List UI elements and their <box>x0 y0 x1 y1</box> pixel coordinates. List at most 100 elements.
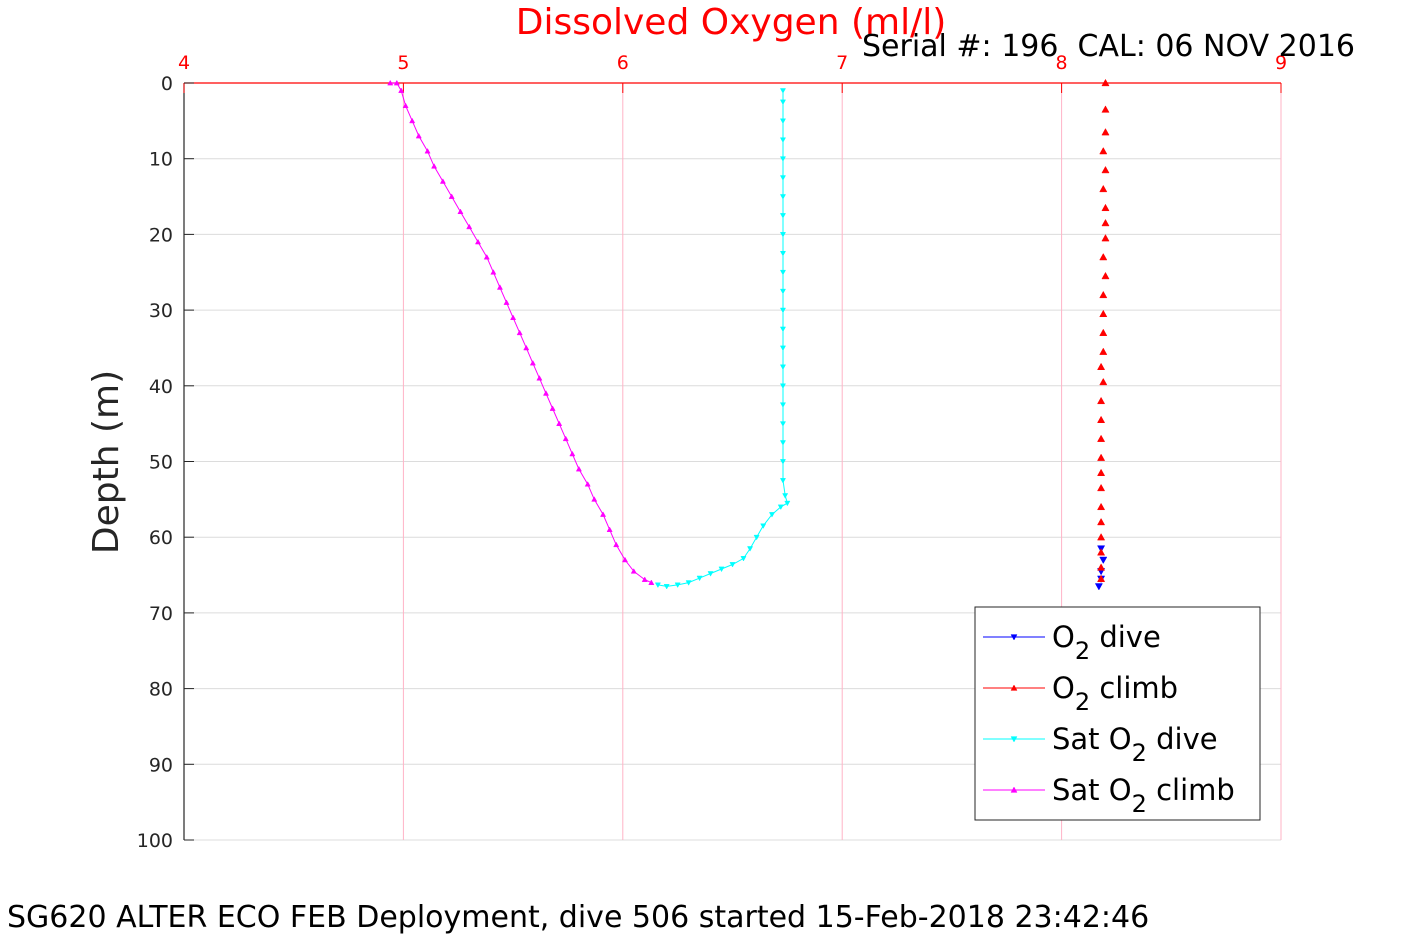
o2_dive-point-4 <box>1094 583 1103 591</box>
sat_climb-point-26 <box>569 450 576 457</box>
o2_climb-point-24 <box>1097 517 1106 526</box>
sat_climb-point-4 <box>409 117 416 124</box>
y-tick-label-4: 40 <box>149 376 173 398</box>
legend-marker-sat_dive <box>1010 736 1018 743</box>
legend-label-o2_dive: O2 dive <box>1052 620 1161 665</box>
o2_climb-point-15 <box>1097 362 1106 371</box>
sat_dive-point-4 <box>779 156 786 162</box>
legend-label-o2_climb: O2 climb <box>1052 671 1178 716</box>
sat_dive-line <box>657 90 788 587</box>
sat_climb-point-20 <box>529 359 536 366</box>
y-tick-label-3: 30 <box>149 300 173 322</box>
sat_dive-point-7 <box>779 213 786 219</box>
series-sat_climb <box>387 79 655 585</box>
x-tick-label-0: 4 <box>178 52 190 74</box>
legend-item-o2_climb: O2 climb <box>983 671 1178 716</box>
sat_climb-point-28 <box>584 481 591 487</box>
sat_climb-point-12 <box>474 238 482 245</box>
y-tick-label-6: 60 <box>149 527 173 549</box>
footer-caption: SG620 ALTER ECO FEB Deployment, dive 506… <box>7 900 1149 935</box>
y-axis-label: Depth (m) <box>86 370 127 554</box>
plot-area <box>387 78 1110 591</box>
x-tick-label-3: 7 <box>836 52 848 74</box>
sat_climb-point-13 <box>483 253 490 260</box>
legend-box <box>974 606 1261 821</box>
o2_climb-point-27 <box>1097 563 1106 571</box>
sat_dive-point-32 <box>707 571 714 577</box>
sat_dive-point-1 <box>779 99 786 106</box>
o2_climb-point-9 <box>1099 252 1108 261</box>
sat_climb-point-1 <box>393 79 400 86</box>
o2_climb-point-1 <box>1101 105 1110 113</box>
sat_climb-point-35 <box>641 576 648 582</box>
sat_dive-point-30 <box>729 562 736 568</box>
sat_dive-point-8 <box>779 232 786 238</box>
sat_dive-point-26 <box>760 523 767 529</box>
o2_climb-point-2 <box>1101 128 1110 136</box>
sat_climb-point-31 <box>606 526 613 532</box>
sat_dive-point-20 <box>779 459 786 465</box>
o2_climb-point-7 <box>1101 218 1110 227</box>
x-tick-label-5: 9 <box>1275 52 1287 74</box>
sat_climb-point-10 <box>457 208 464 215</box>
y-tick-label-7: 70 <box>149 603 173 625</box>
legend-label-sat_climb: Sat O2 climb <box>1052 773 1235 818</box>
sat_climb-point-19 <box>523 344 530 351</box>
o2_climb-point-8 <box>1101 234 1110 242</box>
sat_dive-point-34 <box>685 580 692 586</box>
o2_climb-point-21 <box>1097 468 1106 476</box>
sat_climb-point-23 <box>549 405 556 411</box>
sat_climb-point-36 <box>648 579 655 585</box>
y-tick-label-10: 100 <box>137 830 173 852</box>
sat_climb-point-0 <box>387 79 394 86</box>
o2_climb-point-6 <box>1101 203 1110 212</box>
sat_dive-point-24 <box>777 504 784 511</box>
o2_climb-point-3 <box>1099 147 1108 155</box>
sat_climb-point-27 <box>575 465 582 472</box>
sat_dive-point-17 <box>779 402 786 408</box>
sat_dive-point-9 <box>779 250 786 257</box>
sat_dive-point-25 <box>768 512 776 518</box>
sat_dive-point-6 <box>779 194 786 200</box>
legend-marker-o2_climb <box>1010 684 1018 691</box>
o2_climb-point-5 <box>1099 184 1108 193</box>
sat_climb-point-6 <box>424 148 431 154</box>
series-o2_climb <box>1097 78 1110 582</box>
sat_climb-point-16 <box>503 299 510 305</box>
o2_dive-point-1 <box>1099 556 1108 565</box>
o2_climb-point-20 <box>1097 453 1106 461</box>
legend-marker-sat_climb <box>1010 786 1018 793</box>
o2_climb-point-17 <box>1097 396 1106 405</box>
y-tick-label-9: 90 <box>149 754 173 776</box>
y-tick-label-1: 10 <box>149 149 173 171</box>
sat_dive-point-28 <box>747 546 754 552</box>
o2_climb-point-28 <box>1097 574 1106 582</box>
sat_dive-point-36 <box>663 584 670 590</box>
sat_dive-point-0 <box>779 88 786 94</box>
sat_climb-point-18 <box>516 329 523 336</box>
sat_dive-point-12 <box>779 307 786 314</box>
sat_dive-point-13 <box>779 326 786 333</box>
sat_climb-point-11 <box>466 223 473 230</box>
sat_dive-point-27 <box>753 534 760 541</box>
sat_dive-point-35 <box>674 582 681 589</box>
x-tick-label-2: 6 <box>617 52 629 74</box>
legend: O2 dive O2 climb Sat O2 dive Sat O2 climb <box>974 606 1261 821</box>
o2_climb-point-23 <box>1097 502 1106 511</box>
sat_dive-point-33 <box>696 575 703 582</box>
sat_climb-point-34 <box>630 568 637 574</box>
x-tick-label-1: 5 <box>397 52 409 74</box>
o2_climb-point-12 <box>1099 309 1108 318</box>
sat_climb-point-33 <box>621 556 629 563</box>
sat_dive-point-3 <box>779 137 786 143</box>
y-tick-label-5: 50 <box>149 452 173 474</box>
y-tick-label-8: 80 <box>149 679 173 701</box>
sat_dive-point-29 <box>740 556 747 562</box>
sat_climb-point-5 <box>415 132 422 139</box>
sat_climb-point-24 <box>556 420 563 426</box>
o2_climb-point-25 <box>1097 533 1106 541</box>
sat_climb-point-7 <box>431 163 438 169</box>
sat_dive-point-11 <box>779 288 786 295</box>
